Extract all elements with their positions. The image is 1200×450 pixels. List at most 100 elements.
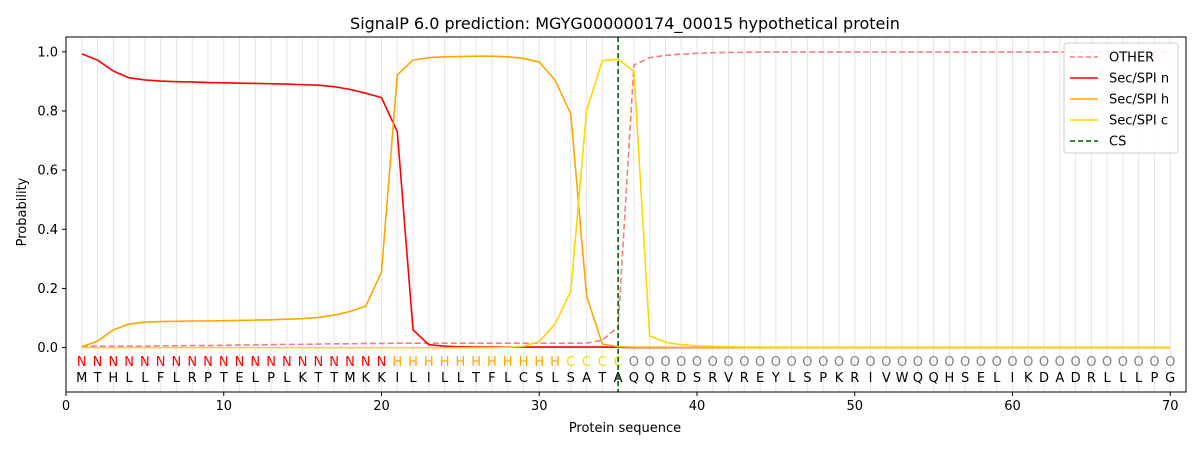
residue-region-label: O (834, 355, 844, 370)
sequence-residue: Y (771, 371, 780, 386)
residue-region-label: C (614, 355, 623, 370)
legend-box (1063, 42, 1179, 154)
residue-region-label: H (408, 355, 418, 370)
sequence-residue: H (108, 371, 118, 386)
plot-frame (65, 36, 1187, 393)
residue-region-label: N (298, 355, 308, 370)
sequence-residue: Q (629, 371, 639, 386)
sequence-residue: L (504, 371, 512, 386)
sequence-residue: I (869, 371, 873, 386)
residue-region-label: O (944, 355, 954, 370)
sequence-residue: Q (913, 371, 923, 386)
sequence-residue: H (944, 371, 954, 386)
sequence-residue: L (551, 371, 559, 386)
residue-region-label: O (1055, 355, 1065, 370)
sequence-residue: L (457, 371, 465, 386)
sequence-residue: T (93, 371, 102, 386)
y-tick-label: 0.0 (37, 341, 58, 356)
x-axis-label: Protein sequence (569, 421, 681, 436)
residue-region-label: O (771, 355, 781, 370)
sequence-residue: G (1165, 371, 1175, 386)
y-tick-label: 0.4 (37, 223, 58, 238)
x-tick-label: 30 (531, 399, 548, 414)
residue-region-label: H (550, 355, 560, 370)
residue-region-label: H (534, 355, 544, 370)
sequence-residue: L (141, 371, 149, 386)
sequence-residue: P (204, 371, 212, 386)
residue-region-label: O (787, 355, 797, 370)
y-axis-label: Probability (15, 177, 30, 246)
sequence-residue: F (488, 371, 495, 386)
sequence-residue: R (1087, 371, 1096, 386)
sequence-residue: L (125, 371, 133, 386)
residue-region-label: O (897, 355, 907, 370)
residue-region-label: C (566, 355, 575, 370)
residue-region-label: H (503, 355, 513, 370)
sequence-residue: V (724, 371, 733, 386)
residue-region-label: N (329, 355, 339, 370)
residue-region-label: O (1165, 355, 1175, 370)
residue-region-label: O (676, 355, 686, 370)
residue-region-label: O (818, 355, 828, 370)
chart-title: SignalP 6.0 prediction: MGYG000000174_00… (350, 14, 900, 34)
sequence-residue: T (313, 371, 322, 386)
sequence-residue: T (329, 371, 338, 386)
sequence-residue: T (471, 371, 480, 386)
residue-region-label: N (377, 355, 387, 370)
sequence-residue: Q (645, 371, 655, 386)
sequence-residue: R (740, 371, 749, 386)
residue-region-label: O (881, 355, 891, 370)
residue-region-label: O (976, 355, 986, 370)
residue-region-label: O (1023, 355, 1033, 370)
residue-region-label: C (598, 355, 607, 370)
sequence-residue: R (661, 371, 670, 386)
residue-region-label: O (1070, 355, 1080, 370)
residue-region-label: N (77, 355, 87, 370)
residue-region-label: O (960, 355, 970, 370)
sequence-residue: I (1011, 371, 1015, 386)
sequence-residue: T (597, 371, 606, 386)
residue-region-label: N (235, 355, 245, 370)
residue-region-label: C (582, 355, 591, 370)
residue-region-label: N (203, 355, 213, 370)
residue-region-label: O (850, 355, 860, 370)
sequence-residue: R (188, 371, 197, 386)
residue-region-label: H (392, 355, 402, 370)
sequence-residue: L (409, 371, 417, 386)
sequence-residue: K (377, 371, 386, 386)
residue-region-label: O (629, 355, 639, 370)
residue-region-label: O (802, 355, 812, 370)
y-tick-label: 0.6 (37, 164, 58, 179)
y-tick-label: 1.0 (37, 45, 58, 60)
residue-region-label: O (1118, 355, 1128, 370)
sequence-residue: K (835, 371, 844, 386)
sequence-residue: E (235, 371, 243, 386)
sequence-residue: A (1055, 371, 1064, 386)
residue-region-label: O (755, 355, 765, 370)
residue-region-label: H (440, 355, 450, 370)
x-tick-label: 50 (846, 399, 863, 414)
residue-region-label: O (865, 355, 875, 370)
residue-region-label: O (1039, 355, 1049, 370)
x-tick-label: 20 (373, 399, 390, 414)
sequence-residue: L (788, 371, 796, 386)
y-tick-label: 0.8 (37, 104, 58, 119)
residue-region-label: N (219, 355, 229, 370)
sequence-residue: E (756, 371, 764, 386)
legend-label: Sec/SPI h (1109, 93, 1169, 108)
residue-region-label: O (739, 355, 749, 370)
x-tick-label: 40 (689, 399, 706, 414)
residue-region-label: O (992, 355, 1002, 370)
sequence-residue: S (961, 371, 969, 386)
sequence-residue: S (693, 371, 701, 386)
sequence-residue: D (1071, 371, 1081, 386)
residue-region-label: N (108, 355, 118, 370)
sequence-residue: L (173, 371, 181, 386)
residue-region-label: N (172, 355, 182, 370)
sequence-residue: L (1104, 371, 1112, 386)
residue-region-label: O (645, 355, 655, 370)
residue-region-label: N (361, 355, 371, 370)
residue-region-label: N (124, 355, 134, 370)
x-tick-label: 10 (215, 399, 232, 414)
